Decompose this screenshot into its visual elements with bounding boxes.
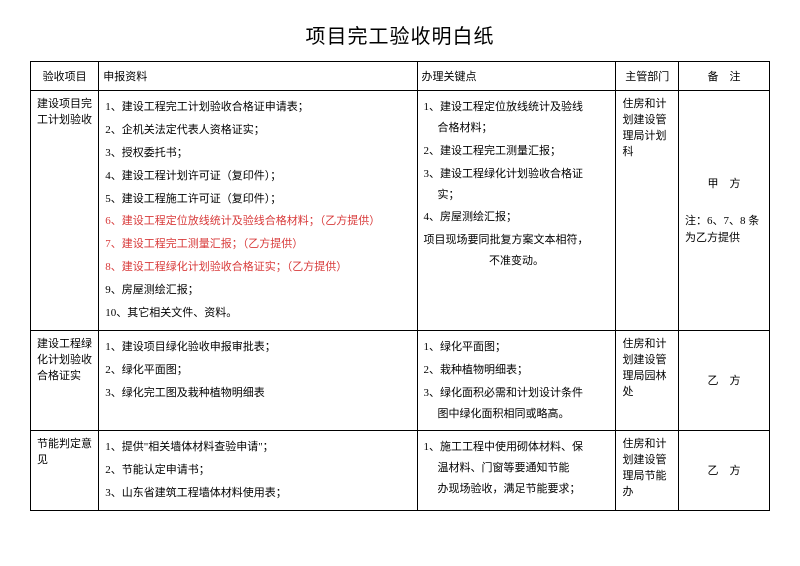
header-remark: 备 注 [679, 62, 770, 91]
material-item: 2、企机关法定代表人资格证实； [105, 120, 410, 141]
header-materials: 申报资料 [99, 62, 417, 91]
cell-dept: 住房和计划建设管理局园林处 [616, 330, 679, 431]
keypoint-item: 1、建设工程定位放线统计及验线合格材料； [424, 97, 610, 139]
material-item: 1、提供"相关墙体材料查验申请"； [105, 437, 410, 458]
keypoint-item: 3、绿化面积必需和计划设计条件图中绿化面积相同或略高。 [424, 383, 610, 425]
keypoint-item: 4、房屋测绘汇报； [424, 207, 610, 228]
cell-keypoints: 1、施工工程中使用砌体材料、保温材料、门窗等要通知节能办现场验收，满足节能要求； [417, 431, 616, 511]
table-row: 节能判定意见1、提供"相关墙体材料查验申请"；2、节能认定申请书；3、山东省建筑… [31, 431, 770, 511]
material-item: 9、房屋测绘汇报； [105, 280, 410, 301]
header-dept: 主管部门 [616, 62, 679, 91]
material-item: 4、建设工程计划许可证（复印件）； [105, 166, 410, 187]
page-title: 项目完工验收明白纸 [30, 20, 770, 49]
cell-remark: 乙 方 [679, 330, 770, 431]
material-item: 7、建设工程完工测量汇报；（乙方提供） [105, 234, 410, 255]
keypoint-item: 2、建设工程完工测量汇报； [424, 141, 610, 162]
cell-remark: 乙 方 [679, 431, 770, 511]
cell-materials: 1、建设项目绿化验收申报审批表；2、绿化平面图；3、绿化完工图及栽种植物明细表 [99, 330, 417, 431]
material-item: 6、建设工程定位放线统计及验线合格材料；（乙方提供） [105, 211, 410, 232]
table-header-row: 验收项目 申报资料 办理关键点 主管部门 备 注 [31, 62, 770, 91]
keypoint-item: 3、建设工程绿化计划验收合格证实； [424, 164, 610, 206]
material-item: 3、授权委托书； [105, 143, 410, 164]
cell-keypoints: 1、建设工程定位放线统计及验线合格材料；2、建设工程完工测量汇报；3、建设工程绿… [417, 91, 616, 331]
keypoint-item: 2、栽种植物明细表； [424, 360, 610, 381]
header-project: 验收项目 [31, 62, 99, 91]
material-item: 5、建设工程施工许可证（复印件）； [105, 189, 410, 210]
material-item: 10、其它相关文件、资料。 [105, 303, 410, 324]
header-keypoints: 办理关键点 [417, 62, 616, 91]
keypoint-item: 1、绿化平面图； [424, 337, 610, 358]
remark-note: 注：6、7、8 条为乙方提供 [685, 213, 763, 248]
cell-project: 节能判定意见 [31, 431, 99, 511]
keypoint-item: 1、施工工程中使用砌体材料、保温材料、门窗等要通知节能办现场验收，满足节能要求； [424, 437, 610, 500]
cell-materials: 1、提供"相关墙体材料查验申请"；2、节能认定申请书；3、山东省建筑工程墙体材料… [99, 431, 417, 511]
material-item: 2、节能认定申请书； [105, 460, 410, 481]
table-row: 建设工程绿化计划验收合格证实1、建设项目绿化验收申报审批表；2、绿化平面图；3、… [31, 330, 770, 431]
remark-text: 甲 方 [685, 173, 763, 195]
table-row: 建设项目完工计划验收1、建设工程完工计划验收合格证申请表；2、企机关法定代表人资… [31, 91, 770, 331]
cell-materials: 1、建设工程完工计划验收合格证申请表；2、企机关法定代表人资格证实；3、授权委托… [99, 91, 417, 331]
material-item: 1、建设工程完工计划验收合格证申请表； [105, 97, 410, 118]
cell-remark: 甲 方注：6、7、8 条为乙方提供 [679, 91, 770, 331]
material-item: 1、建设项目绿化验收申报审批表； [105, 337, 410, 358]
material-item: 2、绿化平面图； [105, 360, 410, 381]
acceptance-table: 验收项目 申报资料 办理关键点 主管部门 备 注 建设项目完工计划验收1、建设工… [30, 61, 770, 511]
material-item: 3、山东省建筑工程墙体材料使用表； [105, 483, 410, 504]
material-item: 3、绿化完工图及栽种植物明细表 [105, 383, 410, 404]
cell-project: 建设工程绿化计划验收合格证实 [31, 330, 99, 431]
cell-dept: 住房和计划建设管理局计划科 [616, 91, 679, 331]
cell-dept: 住房和计划建设管理局节能办 [616, 431, 679, 511]
keypoint-item: 项目现场要同批复方案文本相符，不准变动。 [424, 230, 610, 272]
cell-keypoints: 1、绿化平面图；2、栽种植物明细表；3、绿化面积必需和计划设计条件图中绿化面积相… [417, 330, 616, 431]
cell-project: 建设项目完工计划验收 [31, 91, 99, 331]
material-item: 8、建设工程绿化计划验收合格证实；（乙方提供） [105, 257, 410, 278]
